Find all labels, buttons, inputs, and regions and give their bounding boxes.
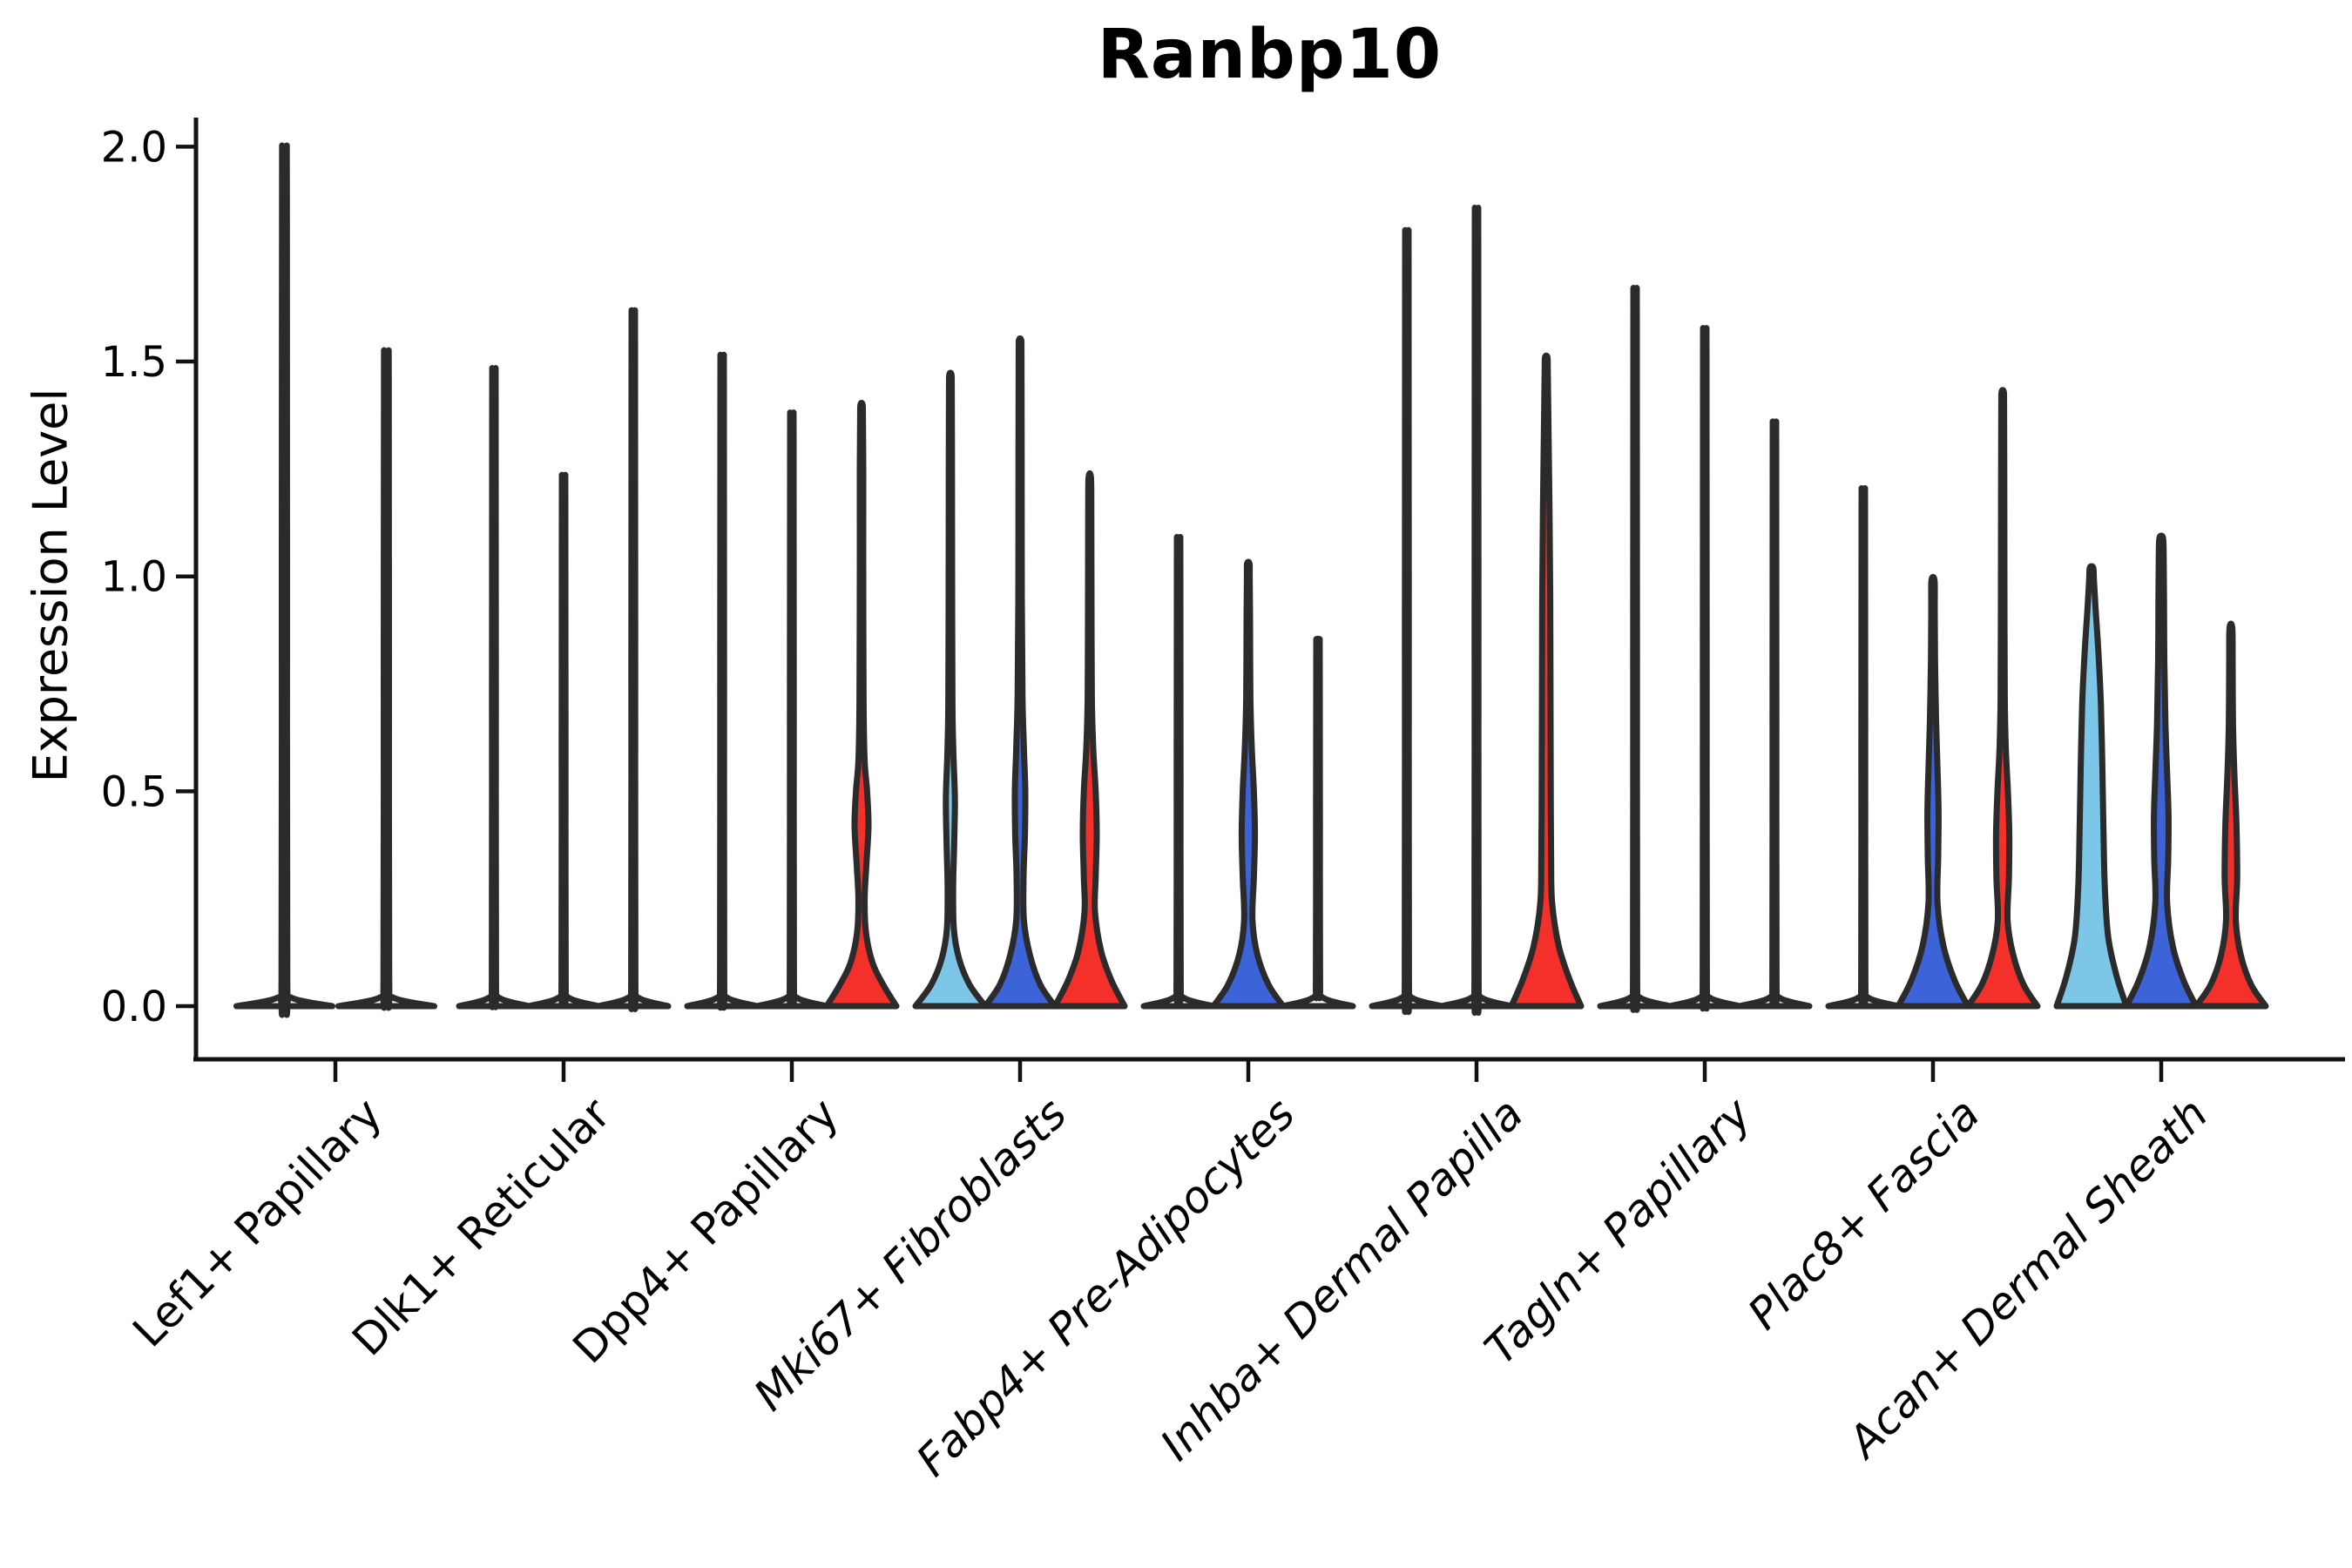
violin-plac8-fascia-2 — [1895, 573, 1971, 1010]
violin-dpp4-papillary-2 — [754, 409, 830, 1010]
violin-dlk1-reticular-1 — [456, 365, 532, 1010]
violin-dlk1-reticular-3 — [595, 307, 672, 1012]
chart-title: Ranbp10 — [1097, 16, 1443, 94]
x-tick-label: Acan+ Dermal Sheath — [1837, 1088, 2218, 1469]
violin-mki67-fibroblasts-1 — [912, 369, 989, 1010]
y-tick-label: 0.5 — [101, 767, 167, 816]
violin-tagln-papillary-3 — [1736, 418, 1813, 1010]
violin-acan-dermal-sheath-3 — [2193, 620, 2269, 1010]
violin-inhba-dermal-papilla-3 — [1508, 352, 1585, 1010]
violin-dpp4-papillary-1 — [684, 351, 760, 1010]
violin-fabp4-pre-adipocytes-1 — [1140, 534, 1217, 1010]
x-tick-label: Plac8+ Fascia — [1739, 1088, 1990, 1339]
x-tick-label: Fabp4+ Pre-Adipocytes — [907, 1088, 1305, 1486]
violin-mki67-fibroblasts-2 — [982, 335, 1058, 1010]
violin-tagln-papillary-2 — [1666, 325, 1743, 1012]
violin-mki67-fibroblasts-3 — [1051, 470, 1128, 1010]
y-tick-label: 0.0 — [101, 983, 167, 1031]
violin-dlk1-reticular-2 — [525, 471, 602, 1010]
violin-fabp4-pre-adipocytes-2 — [1210, 558, 1287, 1010]
violin-tagln-papillary-1 — [1597, 285, 1673, 1013]
y-tick-label: 2.0 — [101, 123, 167, 172]
violin-lef1-papillary-2 — [335, 347, 437, 1011]
violin-lef1-papillary-1 — [233, 142, 335, 1018]
violin-acan-dermal-sheath-1 — [2053, 563, 2130, 1010]
x-tick-label: Inhba+ Dermal Papilla — [1151, 1088, 1532, 1470]
x-tick-label: Lef1+ Papillary — [123, 1088, 391, 1356]
y-tick-label: 1.5 — [101, 338, 167, 387]
violin-inhba-dermal-papilla-2 — [1438, 205, 1515, 1016]
violin-fabp4-pre-adipocytes-3 — [1280, 635, 1356, 1010]
violin-acan-dermal-sheath-2 — [2123, 532, 2200, 1010]
y-tick-label: 1.0 — [101, 553, 167, 602]
violin-plac8-fascia-1 — [1825, 485, 1902, 1010]
violin-dpp4-papillary-3 — [823, 400, 900, 1010]
violin-inhba-dermal-papilla-1 — [1369, 226, 1445, 1016]
violin-plac8-fascia-3 — [1964, 387, 2041, 1010]
